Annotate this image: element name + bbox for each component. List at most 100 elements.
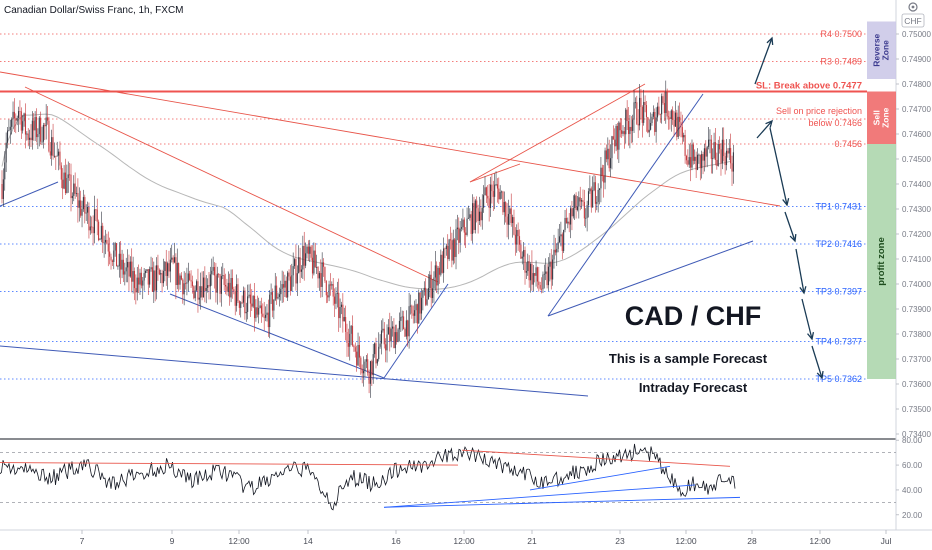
time-tick-label: 12:00 — [453, 536, 475, 546]
time-tick-label: 23 — [615, 536, 625, 546]
rsi-tick-label: 80.00 — [902, 436, 923, 445]
candle-body — [245, 311, 247, 314]
candle-body — [590, 188, 592, 208]
candle-body — [209, 274, 211, 287]
candle-body — [587, 191, 590, 206]
candle-body — [58, 151, 60, 156]
candle-body — [270, 292, 272, 295]
candle-body — [27, 133, 29, 140]
arrow-to-tp2 — [784, 211, 796, 242]
candle-body — [374, 343, 376, 355]
candle-body — [432, 288, 434, 298]
candle-body — [420, 297, 423, 314]
candle-body — [175, 257, 177, 286]
candle-body — [282, 284, 285, 288]
candle-body — [104, 239, 107, 243]
candle-body — [289, 276, 291, 292]
candle-body — [249, 294, 251, 304]
candle-body — [113, 250, 115, 262]
candle-body — [495, 184, 497, 186]
candle-body — [96, 209, 98, 222]
candle-body — [64, 172, 67, 193]
candle-body — [124, 271, 126, 275]
candle-body — [309, 246, 311, 254]
candle-body — [478, 211, 481, 221]
candle-body — [375, 343, 377, 364]
levels-layer: R4 0.7500 R3 0.7489 SL: Break above 0.7477… — [0, 29, 867, 384]
candle-body — [652, 112, 654, 117]
candle-body — [679, 116, 681, 122]
candle-body — [509, 208, 511, 214]
candle-body — [469, 214, 471, 218]
candle-body — [437, 267, 439, 286]
trendline-red-long — [0, 71, 781, 207]
trendlines-layer — [0, 71, 781, 397]
candle-body — [553, 249, 555, 260]
candle-body — [433, 277, 435, 289]
candle-body — [614, 139, 616, 147]
candle-body — [379, 343, 381, 347]
candle-body — [334, 296, 336, 304]
candle-body — [162, 270, 165, 284]
candle-body — [637, 123, 639, 126]
candle-body — [416, 304, 418, 324]
candle-body — [173, 257, 176, 263]
candle-body — [529, 263, 532, 281]
arrow-to-tp5-head — [816, 370, 824, 380]
candle-body — [438, 267, 441, 275]
arrow-to-tp1-head — [782, 198, 790, 207]
candle-body — [507, 213, 510, 225]
arrow-to-tp2-head — [789, 233, 797, 243]
candle-body — [238, 301, 240, 308]
candle-body — [34, 117, 36, 131]
candle-body — [99, 239, 101, 241]
candle-body — [709, 139, 711, 141]
candle-body — [197, 281, 199, 300]
currency-badge[interactable]: CHF — [901, 13, 925, 28]
price-tick-label: 0.74300 — [902, 205, 931, 214]
candle-body — [396, 332, 398, 342]
candle-body — [172, 257, 174, 263]
candle-body — [23, 113, 25, 122]
candle-body — [592, 190, 594, 208]
candle-body — [404, 329, 406, 337]
candle-body — [82, 197, 84, 210]
candle-body — [390, 328, 392, 342]
candle-body — [314, 250, 316, 268]
candle-body — [202, 277, 205, 298]
candle-body — [331, 284, 333, 286]
level-label-TP5: TP5 0.7362 — [815, 374, 862, 384]
candle-body — [102, 225, 104, 243]
candle-body — [52, 137, 54, 157]
time-axis[interactable]: 7 9 12:00 14 16 12:00 21 23 12:00 28 12:00 Jul — [80, 530, 892, 546]
settings-button[interactable] — [908, 2, 918, 12]
candle-body — [496, 184, 498, 189]
candle-body — [585, 217, 587, 219]
candle-body — [368, 372, 370, 384]
candle-body — [149, 269, 151, 285]
candle-body — [655, 117, 657, 132]
chart-title: Canadian Dollar/Swiss Franc, 1h, FXCM — [4, 5, 184, 16]
candle-body — [639, 97, 641, 126]
candle-body — [458, 227, 460, 243]
candle-body — [194, 290, 196, 299]
candle-body — [335, 293, 337, 304]
rsi-panel — [0, 443, 896, 511]
candle-body — [95, 209, 97, 211]
candle-body — [303, 245, 305, 266]
candle-body — [563, 229, 565, 251]
arrow-to-tp4-head — [807, 332, 815, 341]
candle-body — [176, 262, 178, 286]
candle-body — [677, 116, 679, 137]
candle-body — [190, 279, 192, 282]
rsi-trendline-blue-1 — [383, 496, 741, 508]
candle-body — [462, 219, 464, 228]
candle-body — [543, 273, 545, 275]
candle-body — [594, 182, 596, 204]
candle-body — [295, 259, 297, 284]
candle-body — [88, 206, 90, 231]
candle-body — [365, 359, 367, 362]
currency-badge-label: CHF — [904, 16, 921, 26]
price-axis[interactable]: 0.75000 0.74900 0.74800 0.74700 0.74600 0.745… — [896, 30, 931, 439]
candle-body — [213, 267, 216, 276]
